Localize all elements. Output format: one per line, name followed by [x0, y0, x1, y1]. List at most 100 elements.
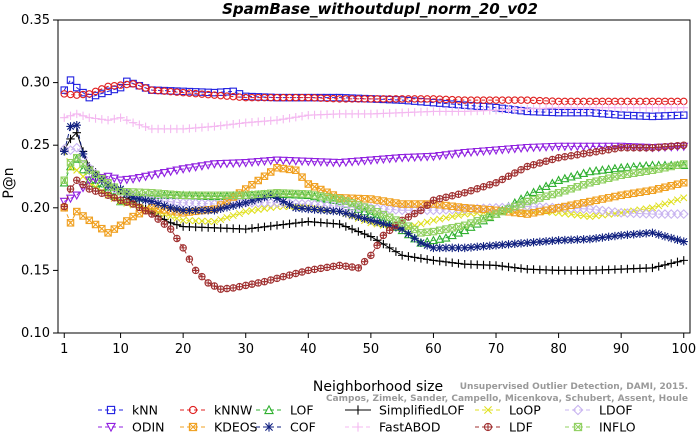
- data-point: [398, 200, 406, 208]
- data-point: [280, 273, 287, 280]
- data-point: [272, 221, 282, 230]
- x-tick-label: 1: [60, 342, 68, 357]
- data-point: [285, 219, 294, 229]
- data-point: [204, 217, 212, 225]
- axes: 1 10 20 30 40 50 60 70 80 90 100 0.10 0.15 0.20 0.25 0.…: [21, 13, 696, 357]
- data-point: [561, 209, 569, 218]
- data-point: [161, 220, 168, 228]
- data-point: [397, 225, 407, 235]
- data-point: [66, 134, 75, 144]
- data-point: [667, 162, 675, 171]
- data-point: [254, 190, 262, 198]
- data-point: [430, 197, 437, 204]
- data-point: [79, 160, 87, 168]
- data-point: [454, 203, 463, 211]
- legend-label: INFLO: [599, 420, 636, 434]
- data-point: [366, 216, 376, 225]
- data-point: [98, 225, 106, 233]
- data-point: [679, 160, 689, 169]
- data-point: [154, 189, 162, 197]
- data-point: [610, 231, 620, 241]
- data-point: [642, 144, 650, 151]
- data-point: [229, 211, 237, 220]
- data-point: [242, 191, 250, 199]
- data-point: [504, 205, 513, 213]
- data-point: [263, 404, 275, 415]
- data-point: [567, 201, 575, 209]
- legend-item-odin: ODIN: [98, 420, 165, 434]
- data-point: [217, 191, 225, 199]
- data-point: [486, 181, 493, 188]
- data-point: [72, 128, 81, 137]
- data-point: [491, 261, 501, 270]
- data-point: [661, 200, 669, 208]
- data-point: [317, 185, 325, 194]
- data-point: [159, 168, 169, 178]
- data-point: [647, 160, 658, 169]
- data-point: [599, 147, 606, 154]
- data-point: [541, 237, 551, 246]
- legend-label: ODIN: [132, 420, 165, 434]
- data-point: [66, 76, 75, 84]
- data-point: [630, 144, 637, 151]
- data-point: [85, 216, 94, 225]
- data-point: [486, 206, 494, 214]
- data-point: [166, 203, 175, 212]
- data-point: [648, 263, 657, 273]
- data-point: [442, 194, 450, 201]
- data-point: [636, 168, 644, 176]
- data-point: [403, 153, 414, 163]
- data-point: [85, 166, 93, 174]
- data-point: [242, 185, 250, 193]
- data-point: [448, 243, 457, 253]
- data-point: [667, 233, 676, 243]
- data-point: [197, 162, 207, 171]
- data-point: [160, 201, 169, 210]
- data-point: [254, 223, 263, 232]
- data-point: [422, 255, 432, 264]
- data-point: [148, 204, 156, 212]
- data-point: [135, 210, 143, 218]
- data-point: [247, 196, 257, 206]
- data-point: [60, 176, 68, 184]
- data-point: [586, 212, 594, 221]
- data-point: [185, 216, 193, 225]
- data-point: [553, 142, 564, 152]
- data-point: [66, 159, 75, 167]
- data-point: [529, 209, 538, 217]
- data-point: [147, 171, 157, 181]
- data-point: [673, 235, 682, 245]
- data-point: [241, 198, 250, 207]
- data-point: [266, 191, 275, 200]
- data-point: [297, 111, 307, 121]
- data-point: [523, 197, 531, 206]
- data-point: [123, 198, 131, 206]
- data-point: [185, 206, 194, 215]
- data-point: [61, 203, 68, 210]
- data-point: [210, 191, 219, 199]
- data-point: [429, 216, 438, 224]
- data-point: [499, 176, 506, 183]
- data-point: [123, 217, 131, 225]
- data-point: [591, 234, 601, 243]
- data-point: [541, 143, 551, 152]
- data-point: [297, 190, 307, 199]
- legend-item-ldf: LDF: [475, 420, 533, 434]
- data-point: [680, 194, 688, 202]
- data-point: [611, 145, 619, 152]
- data-point: [91, 220, 100, 229]
- data-point: [329, 206, 338, 216]
- data-point: [680, 142, 687, 149]
- data-point: [222, 203, 232, 212]
- data-point: [679, 256, 688, 265]
- data-point: [423, 218, 431, 226]
- data-point: [173, 235, 181, 242]
- legend-item-knn: kNN: [98, 403, 158, 418]
- x-tick-label: 80: [550, 342, 567, 357]
- data-point: [279, 189, 287, 197]
- data-point: [516, 239, 526, 248]
- data-point: [279, 114, 288, 124]
- data-point: [373, 208, 381, 216]
- data-point: [172, 166, 182, 176]
- data-point: [404, 229, 413, 238]
